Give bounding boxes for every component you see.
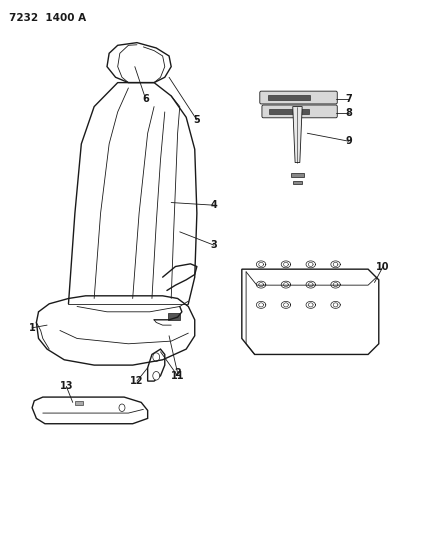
Circle shape (119, 404, 125, 411)
Text: 7: 7 (345, 94, 352, 103)
Text: 13: 13 (59, 382, 73, 391)
FancyBboxPatch shape (260, 91, 337, 104)
Text: 1: 1 (29, 323, 36, 333)
Text: 11: 11 (171, 371, 184, 381)
Text: 9: 9 (345, 136, 352, 146)
FancyBboxPatch shape (262, 105, 337, 118)
Text: 3: 3 (211, 240, 217, 250)
Text: 8: 8 (345, 108, 352, 118)
Text: 6: 6 (142, 94, 149, 103)
Bar (168, 313, 180, 320)
Bar (268, 95, 310, 100)
Circle shape (153, 372, 160, 380)
Text: 7232  1400 A: 7232 1400 A (9, 13, 86, 23)
Text: 2: 2 (174, 368, 181, 378)
Text: 10: 10 (376, 262, 390, 271)
Circle shape (153, 353, 160, 361)
Text: 12: 12 (130, 376, 144, 386)
Bar (291, 173, 304, 177)
Text: 4: 4 (211, 200, 217, 210)
Text: 5: 5 (193, 115, 200, 125)
Bar (75, 401, 83, 405)
Bar (293, 181, 302, 184)
Polygon shape (293, 107, 302, 163)
Bar (269, 109, 309, 114)
